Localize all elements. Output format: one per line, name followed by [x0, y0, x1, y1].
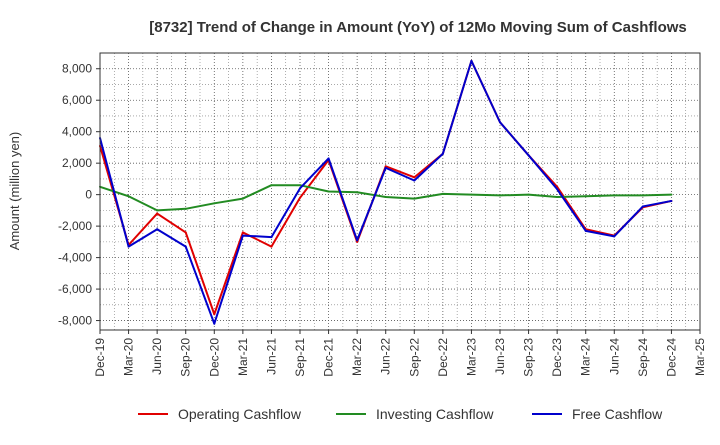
data-point-s1-15: [527, 193, 530, 196]
legend-label-2: Free Cashflow: [572, 406, 663, 422]
data-point-s2-10: [384, 166, 387, 169]
data-point-s1-8: [327, 190, 330, 193]
x-tick-label-2: Jun-20: [150, 338, 164, 375]
x-tick-label-14: Jun-23: [493, 338, 507, 375]
data-point-s2-16: [556, 188, 559, 191]
legend-label-0: Operating Cashflow: [178, 406, 302, 422]
grid-lines: [99, 53, 701, 330]
y-tick-label-7: 6,000: [62, 93, 92, 107]
x-tick-label-0: Dec-19: [93, 338, 107, 377]
data-point-s1-12: [441, 192, 444, 195]
data-point-s2-4: [213, 322, 216, 325]
data-point-s0-9: [356, 240, 359, 243]
y-tick-label-8: 8,000: [62, 62, 92, 76]
data-point-s2-15: [527, 154, 530, 157]
x-tick-label-4: Dec-20: [207, 338, 221, 377]
data-point-s1-2: [156, 209, 159, 212]
data-point-s0-2: [156, 212, 159, 215]
x-tick-label-8: Dec-21: [322, 338, 336, 377]
x-tick-label-9: Mar-22: [350, 338, 364, 376]
data-point-s1-1: [127, 195, 130, 198]
x-tick-label-11: Sep-22: [407, 338, 421, 377]
x-tick-label-17: Mar-24: [579, 338, 593, 376]
data-point-s2-1: [127, 245, 130, 248]
chart-title: [8732] Trend of Change in Amount (YoY) o…: [149, 19, 687, 36]
data-point-s1-10: [384, 196, 387, 199]
x-tick-label-13: Mar-23: [464, 338, 478, 376]
data-point-s1-18: [613, 194, 616, 197]
y-tick-label-4: 0: [85, 188, 92, 202]
legend: Operating Cashflow Investing Cashflow Free…: [138, 406, 663, 422]
data-point-s1-7: [299, 184, 301, 187]
legend-label-1: Investing Cashflow: [376, 406, 494, 422]
x-tick-label-1: Mar-20: [122, 338, 136, 376]
data-point-s2-9: [356, 239, 359, 242]
data-point-s1-19: [641, 194, 644, 197]
y-tick-label-0: -8,000: [58, 314, 92, 328]
data-point-s1-9: [356, 191, 359, 194]
data-point-s0-7: [299, 196, 301, 199]
y-axis-label: Amount (million yen): [7, 132, 22, 251]
x-tick-label-15: Sep-23: [522, 338, 536, 377]
data-point-s2-7: [299, 187, 301, 190]
x-tick-label-19: Sep-24: [636, 338, 650, 377]
data-point-s2-14: [499, 121, 501, 124]
data-point-s0-10: [384, 165, 387, 168]
data-point-s1-14: [499, 194, 501, 197]
plot-border: [99, 52, 701, 331]
data-point-s2-18: [613, 235, 616, 238]
data-point-s1-5: [241, 197, 244, 200]
data-point-s0-3: [184, 231, 187, 234]
data-point-s2-2: [156, 228, 159, 231]
data-point-s2-8: [327, 157, 330, 160]
data-point-s2-11: [413, 179, 416, 182]
y-tick-label-1: -6,000: [58, 282, 92, 296]
data-point-s0-11: [413, 176, 416, 179]
data-point-s1-4: [213, 202, 216, 205]
data-point-s2-17: [584, 229, 587, 232]
data-point-s2-13: [470, 59, 473, 62]
x-tick-label-20: Dec-24: [664, 338, 678, 377]
data-point-s1-6: [270, 184, 273, 187]
x-axis-ticks: Dec-19 Mar-20 Jun-20 Sep-20 Dec-20 Mar-21 Jun-…: [93, 330, 707, 377]
data-point-s1-11: [413, 197, 416, 200]
data-point-s1-17: [584, 195, 587, 198]
x-tick-label-18: Jun-24: [607, 338, 621, 375]
data-point-s2-20: [670, 199, 673, 202]
x-tick-label-6: Jun-21: [264, 338, 278, 375]
data-point-s2-5: [241, 234, 244, 237]
x-tick-label-3: Sep-20: [179, 338, 193, 377]
data-point-s0-4: [213, 313, 216, 316]
data-point-s1-13: [470, 193, 473, 196]
y-tick-label-3: -2,000: [58, 219, 92, 233]
data-point-s2-6: [270, 236, 273, 239]
data-point-s2-12: [441, 152, 444, 155]
y-tick-label-6: 4,000: [62, 125, 92, 139]
x-tick-label-12: Dec-22: [436, 338, 450, 377]
x-tick-label-7: Sep-21: [293, 338, 307, 377]
data-point-s1-16: [556, 196, 559, 199]
x-tick-label-5: Mar-21: [236, 338, 250, 376]
data-point-s1-20: [670, 193, 673, 196]
data-point-s0-5: [241, 231, 244, 234]
data-point-s1-3: [184, 207, 187, 210]
y-tick-label-5: 2,000: [62, 156, 92, 170]
data-point-s0-6: [270, 245, 273, 248]
y-tick-label-2: -4,000: [58, 251, 92, 265]
data-point-s2-3: [184, 245, 187, 248]
data-point-s2-19: [641, 205, 644, 208]
x-tick-label-21: Mar-25: [693, 338, 707, 376]
x-tick-label-16: Dec-23: [550, 338, 564, 377]
y-axis-ticks: -8,000 -6,000 -4,000 -2,000 0 2,000 4,000 6,000…: [58, 62, 100, 328]
x-tick-label-10: Jun-22: [379, 338, 393, 375]
series-lines: [99, 59, 673, 325]
